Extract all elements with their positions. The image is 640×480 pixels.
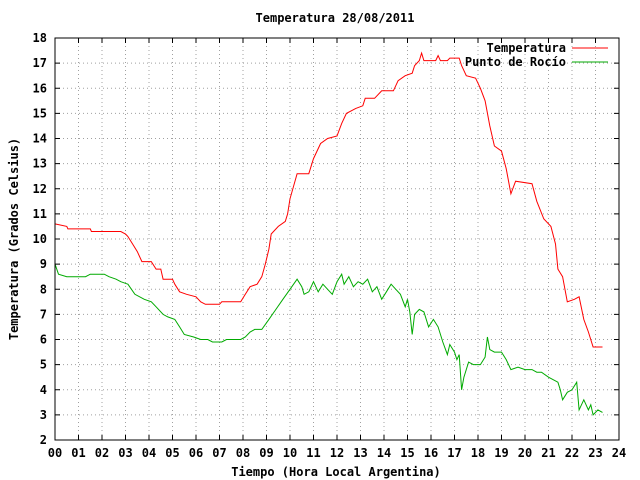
x-tick-label: 11 <box>306 446 320 460</box>
y-tick-label: 3 <box>40 408 47 422</box>
x-tick-label: 21 <box>541 446 555 460</box>
x-tick-label: 06 <box>189 446 203 460</box>
y-tick-label: 2 <box>40 433 47 447</box>
x-tick-label: 01 <box>71 446 85 460</box>
x-tick-label: 17 <box>447 446 461 460</box>
y-tick-label: 17 <box>33 56 47 70</box>
legend: Temperatura Punto de Rocío <box>465 41 608 69</box>
y-axis-label: Temperatura (Grados Celsius) <box>7 138 21 340</box>
series-layer <box>54 51 603 416</box>
y-tick-label: 15 <box>33 106 47 120</box>
y-tick-label: 9 <box>40 257 47 271</box>
y-tick-label: 14 <box>33 132 47 146</box>
x-tick-label: 05 <box>165 446 179 460</box>
x-tick-label: 03 <box>118 446 132 460</box>
y-tick-label: 10 <box>33 232 47 246</box>
x-tick-label: 12 <box>330 446 344 460</box>
x-tick-label: 07 <box>212 446 226 460</box>
y-tick-label: 6 <box>40 333 47 347</box>
x-tick-label: 19 <box>494 446 508 460</box>
chart-title: Temperatura 28/08/2011 <box>256 11 415 25</box>
x-tick-label: 10 <box>283 446 297 460</box>
x-axis-label: Tiempo (Hora Local Argentina) <box>231 465 441 479</box>
y-tick-label: 18 <box>33 31 47 45</box>
x-tick-label: 20 <box>518 446 532 460</box>
series-line-temperatura <box>54 51 603 348</box>
x-tick-label: 13 <box>353 446 367 460</box>
y-tick-label: 5 <box>40 358 47 372</box>
x-tick-label: 18 <box>471 446 485 460</box>
x-tick-label: 04 <box>142 446 156 460</box>
y-tick-label: 4 <box>40 383 47 397</box>
x-tick-label: 16 <box>424 446 438 460</box>
x-tick-label: 24 <box>612 446 626 460</box>
legend-label-temperatura: Temperatura <box>487 41 566 55</box>
y-tick-label: 16 <box>33 81 47 95</box>
y-tick-label: 7 <box>40 307 47 321</box>
legend-label-punto-de-rocio: Punto de Rocío <box>465 55 566 69</box>
x-tick-label: 09 <box>259 446 273 460</box>
x-tick-label: 08 <box>236 446 250 460</box>
y-tick-label: 11 <box>33 207 47 221</box>
y-tick-label: 8 <box>40 282 47 296</box>
y-tick-label: 13 <box>33 157 47 171</box>
y-tick-label: 12 <box>33 182 47 196</box>
x-tick-label: 00 <box>48 446 62 460</box>
ticks: 00 01 02 03 04 05 06 07 08 09 10 11 12 13 14 15 16 17 18 19… <box>33 31 627 460</box>
x-tick-label: 22 <box>565 446 579 460</box>
grid <box>55 38 619 440</box>
x-tick-label: 02 <box>95 446 109 460</box>
x-tick-label: 14 <box>377 446 391 460</box>
x-tick-label: 23 <box>588 446 602 460</box>
x-tick-label: 15 <box>400 446 414 460</box>
series-line-punto-de-rocio <box>54 263 603 416</box>
